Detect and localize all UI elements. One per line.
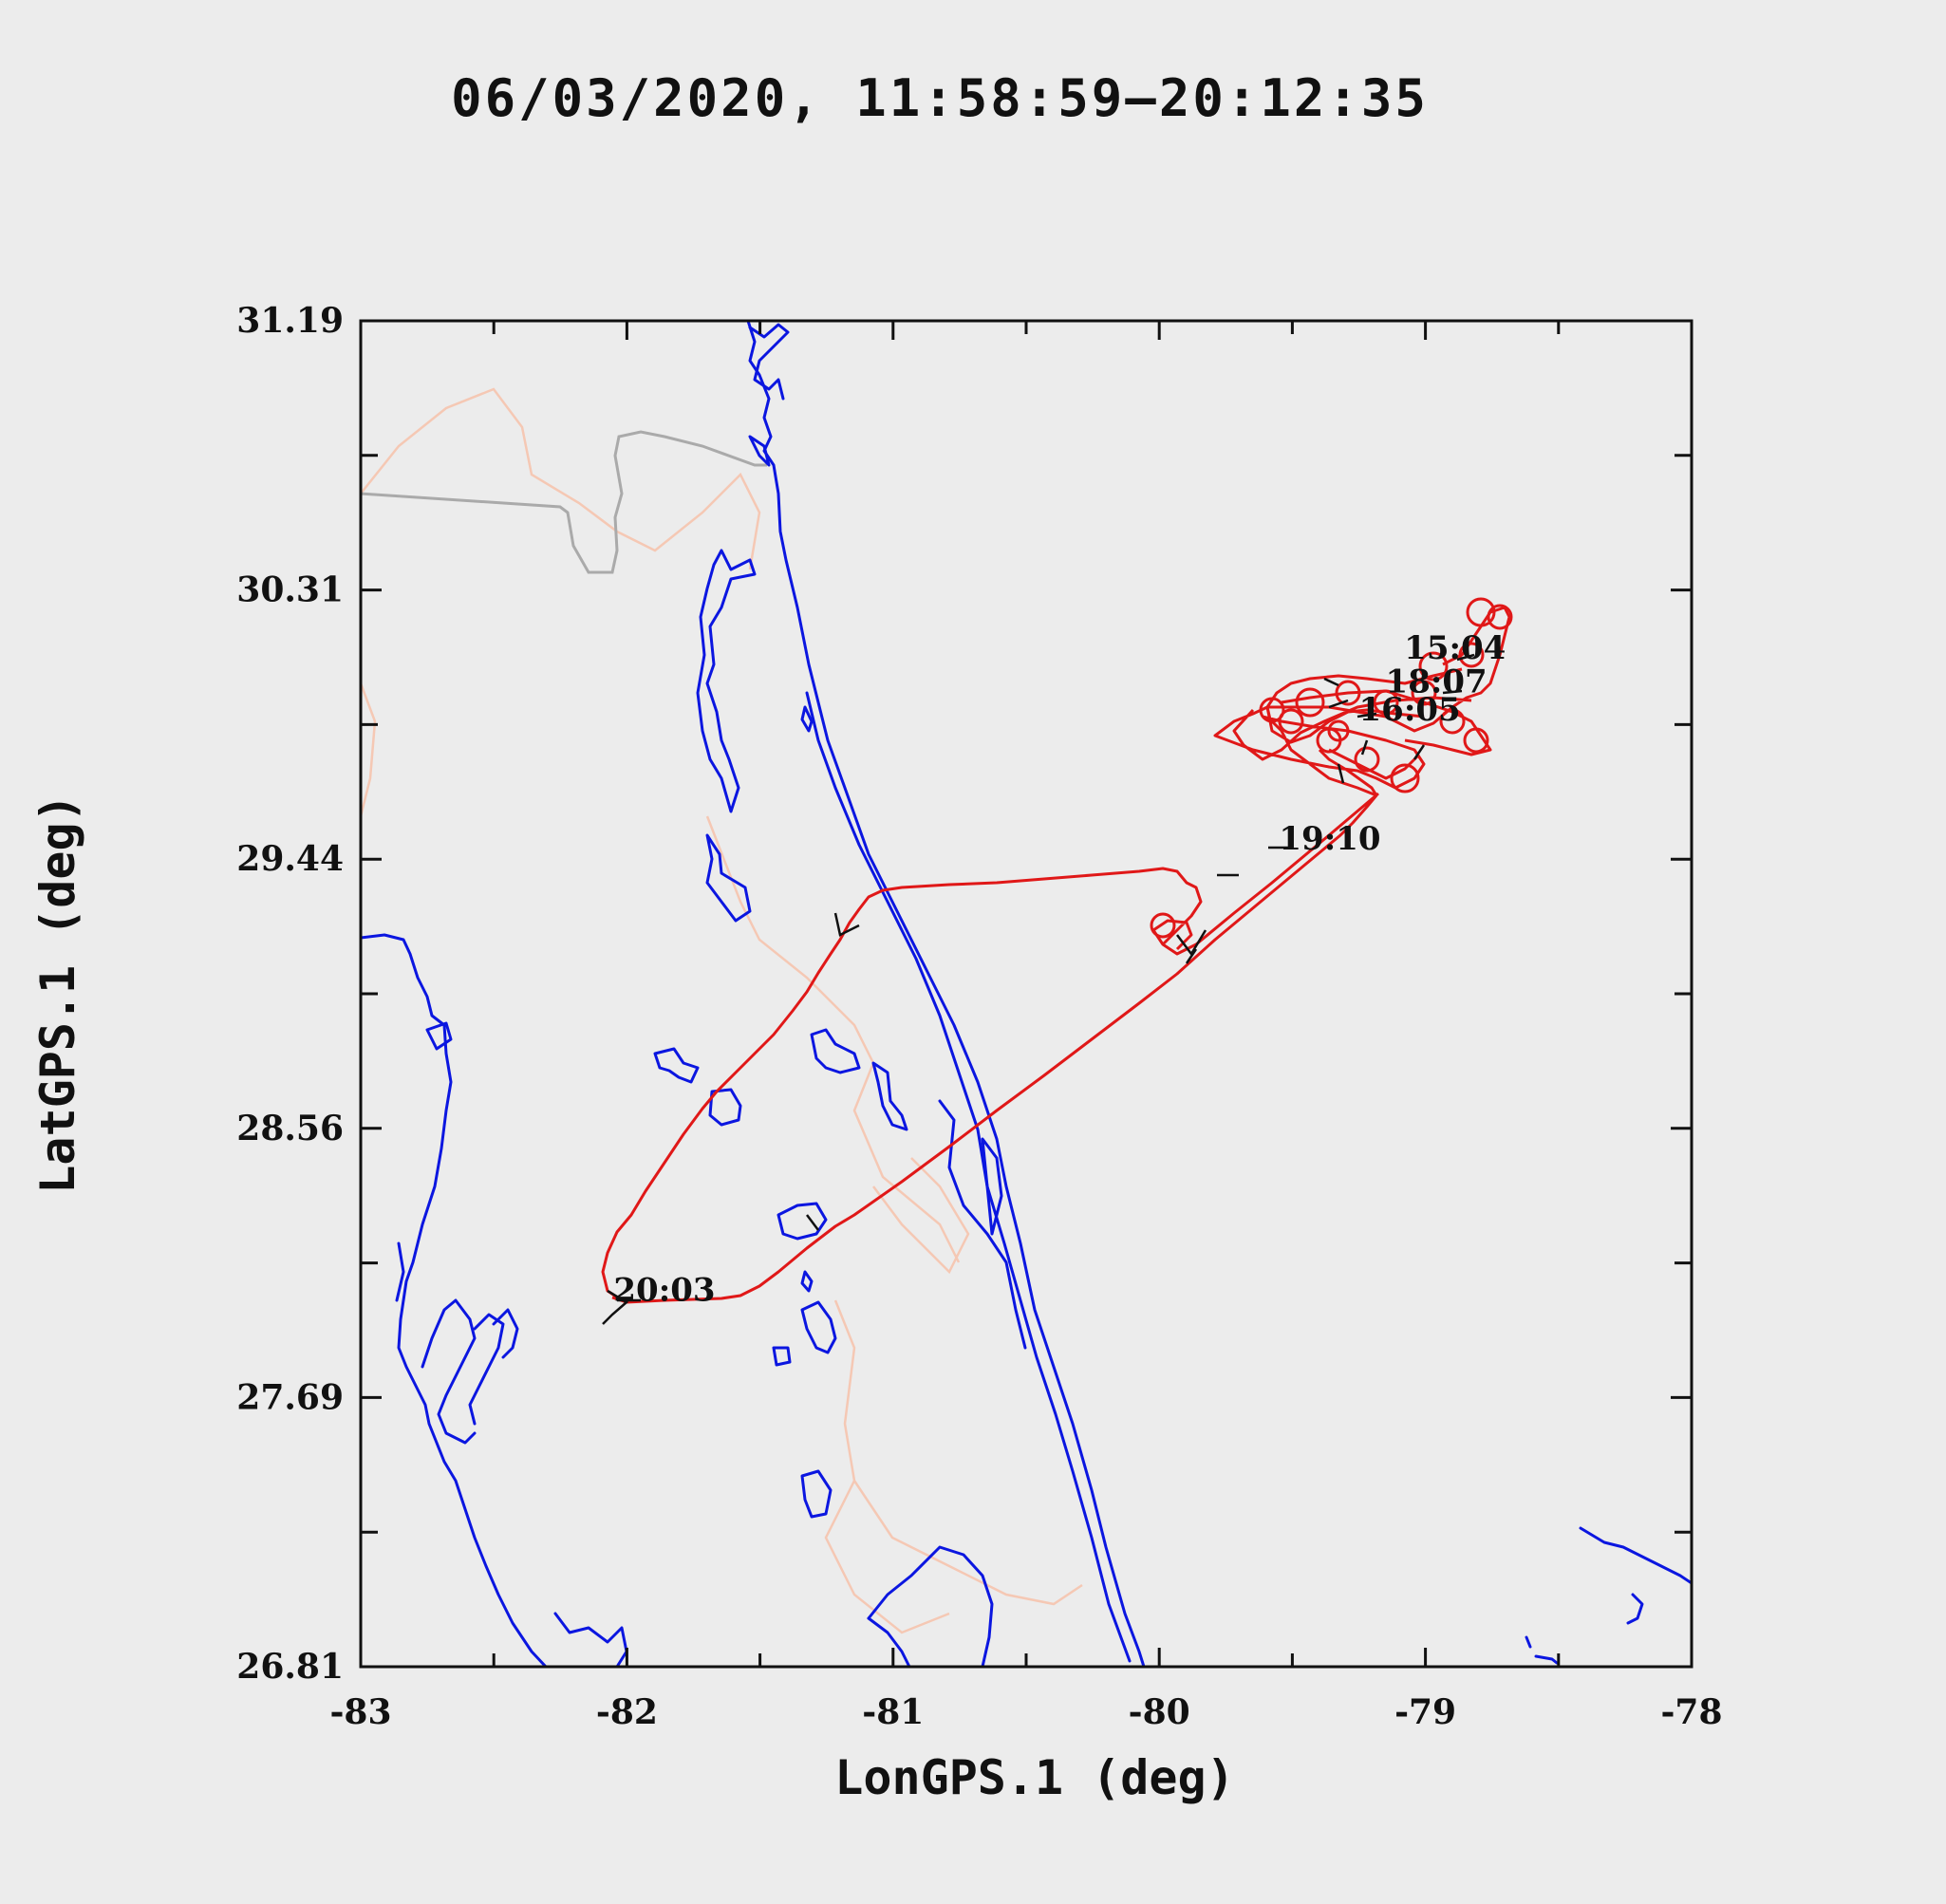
- y-axis: 26.81 27.69 28.56 29.44 30.31 31.19: [236, 301, 1692, 1687]
- x-tick-label: -83: [329, 1692, 391, 1732]
- time-label: 15:04: [1404, 629, 1506, 667]
- x-tick-label: -81: [862, 1692, 924, 1732]
- lake-okeechobee: [867, 1545, 994, 1667]
- county-border: [361, 387, 761, 570]
- st-johns-river-south: [705, 833, 752, 923]
- lake-small: [772, 1346, 792, 1367]
- x-axis: -83 -82 -81 -80 -79 -78: [329, 321, 1723, 1732]
- state-border: [361, 430, 767, 574]
- st-johns-river: [696, 549, 757, 813]
- lake-apopka: [708, 1088, 742, 1127]
- bahamas-coast: [1626, 1593, 1644, 1625]
- x-tick-label: -82: [596, 1692, 658, 1732]
- tampa-bay: [421, 1298, 477, 1445]
- lake-george: [653, 1047, 700, 1084]
- lake-group: [871, 1061, 908, 1131]
- y-tick-label: 27.69: [236, 1377, 344, 1417]
- y-tick-label: 28.56: [236, 1109, 344, 1148]
- time-label: 20:03: [613, 1272, 715, 1310]
- gulf-inlets: [425, 1021, 453, 1051]
- lake-group: [810, 1028, 861, 1074]
- chart-title: 06/03/2020, 11:58:59–20:12:35: [451, 68, 1429, 128]
- lake-kissimmee: [800, 1300, 837, 1354]
- y-tick-label: 29.44: [236, 839, 344, 879]
- atlantic-coastline: [746, 321, 1146, 1667]
- y-tick-label: 30.31: [236, 570, 344, 610]
- y-tick-label: 26.81: [236, 1647, 344, 1687]
- county-border: [705, 815, 961, 1263]
- coast-islands: [800, 705, 814, 733]
- plot-frame: [359, 319, 1693, 1669]
- barrier-island: [981, 1137, 1003, 1236]
- map-layer: [361, 321, 1692, 1667]
- coast-islands: [748, 323, 790, 401]
- lake-istokpoga: [800, 1469, 833, 1519]
- bahamas-coast: [1579, 1526, 1692, 1585]
- county-border: [872, 1157, 970, 1275]
- time-label: 18:07: [1386, 663, 1488, 701]
- barrier-island: [938, 1099, 1027, 1350]
- time-label: 19:10: [1279, 820, 1380, 858]
- lake-group: [777, 1202, 828, 1241]
- flight-track-line: [601, 606, 1511, 1304]
- flight-track-holding-loops: [1150, 597, 1513, 939]
- time-label: 16:05: [1359, 691, 1461, 729]
- tampa-bay-east: [492, 1308, 519, 1359]
- heading-markers: [602, 677, 1426, 1325]
- y-axis-title: LatGPS.1 (deg): [30, 793, 85, 1193]
- county-border: [833, 1299, 1083, 1606]
- x-tick-label: -79: [1394, 1692, 1456, 1732]
- bahamas-coast: [1525, 1635, 1532, 1649]
- y-tick-label: 31.19: [236, 301, 344, 341]
- county-border: [361, 682, 377, 817]
- gulf-inlets: [395, 1241, 405, 1302]
- lake-okeechobee-west: [867, 1616, 911, 1667]
- gulf-inlets: [553, 1612, 628, 1667]
- lake-group: [800, 1270, 814, 1293]
- bahamas-coast: [1534, 1654, 1559, 1665]
- county-border: [824, 1480, 950, 1634]
- coast-islands: [748, 435, 771, 467]
- x-tick-label: -80: [1129, 1692, 1190, 1732]
- x-tick-label: -78: [1660, 1692, 1722, 1732]
- gulf-coastline: [361, 933, 548, 1667]
- time-ticks: [617, 653, 1475, 1302]
- x-axis-title: LonGPS.1 (deg): [834, 1750, 1234, 1805]
- tampa-bay-inner: [468, 1313, 505, 1426]
- indian-river-lagoon: [805, 691, 1132, 1663]
